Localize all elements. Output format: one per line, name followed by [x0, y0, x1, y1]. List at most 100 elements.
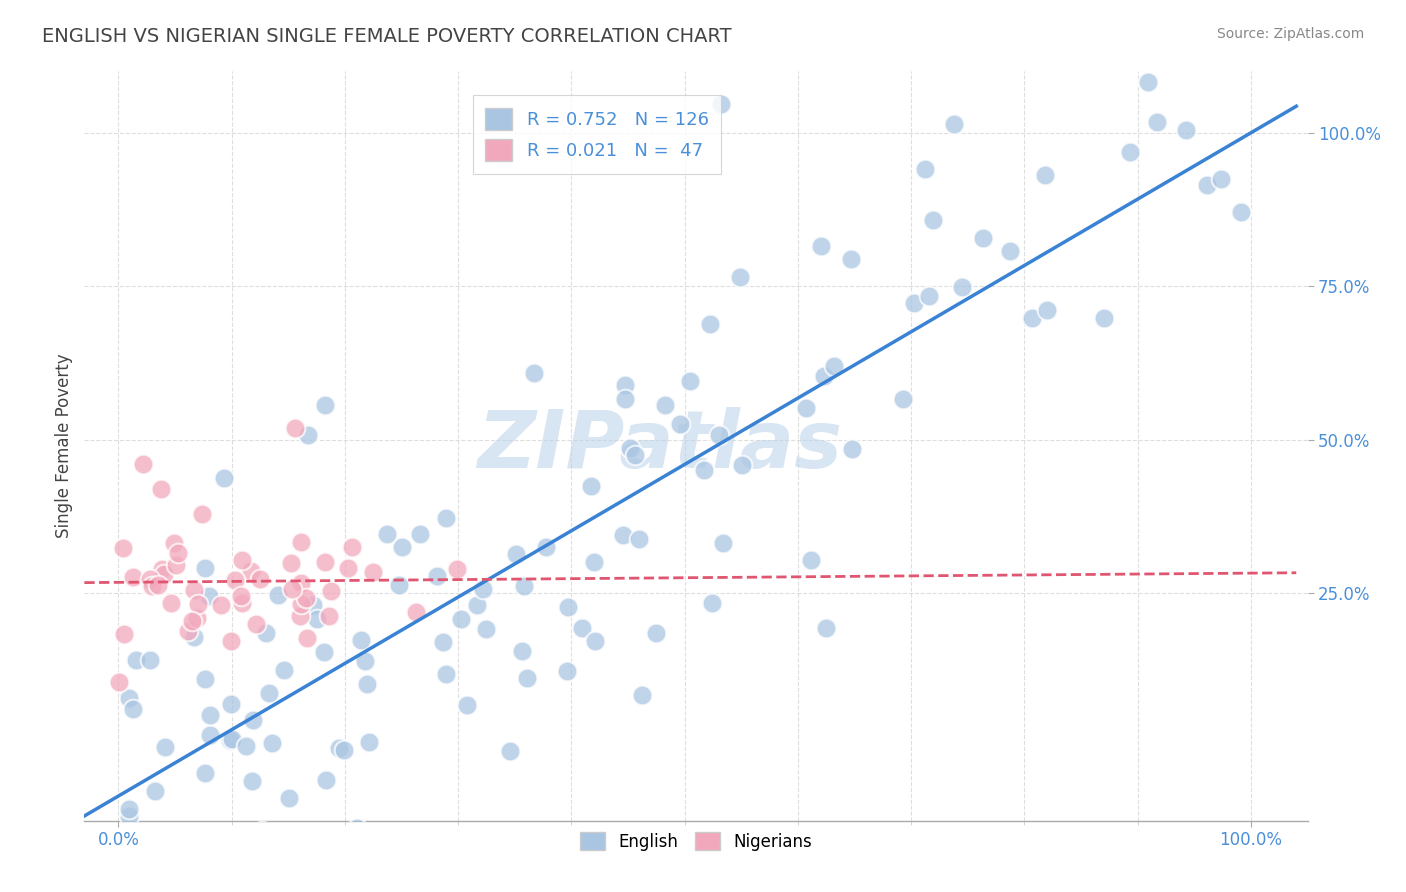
Point	[612, 527, 634, 541]
Point	[512, 644, 534, 658]
Point	[710, 96, 733, 111]
Point	[138, 572, 160, 586]
Point	[388, 578, 411, 592]
Point	[314, 645, 336, 659]
Point	[262, 735, 284, 749]
Point	[426, 569, 449, 583]
Point	[165, 558, 187, 573]
Point	[679, 374, 702, 388]
Point	[918, 289, 941, 303]
Point	[1197, 178, 1219, 193]
Point	[446, 562, 468, 576]
Point	[523, 366, 546, 380]
Point	[356, 677, 378, 691]
Point	[111, 541, 134, 555]
Point	[314, 398, 336, 412]
Point	[219, 633, 242, 648]
Point	[1122, 45, 1144, 59]
Point	[249, 573, 271, 587]
Point	[823, 359, 845, 373]
Point	[505, 548, 527, 562]
Point	[122, 702, 145, 716]
Point	[319, 584, 342, 599]
Point	[146, 578, 169, 592]
Point	[1000, 244, 1022, 258]
Point	[235, 739, 257, 754]
Point	[250, 824, 273, 838]
Point	[160, 849, 183, 863]
Point	[131, 458, 153, 472]
Point	[307, 612, 329, 626]
Point	[353, 654, 375, 668]
Point	[1137, 75, 1160, 89]
Point	[219, 697, 242, 711]
Point	[498, 743, 520, 757]
Point	[281, 582, 304, 596]
Point	[583, 633, 606, 648]
Point	[240, 773, 263, 788]
Point	[245, 617, 267, 632]
Point	[914, 161, 936, 176]
Point	[516, 671, 538, 685]
Point	[256, 625, 278, 640]
Point	[474, 622, 496, 636]
Point	[290, 535, 312, 549]
Point	[534, 540, 557, 554]
Point	[138, 653, 160, 667]
Point	[290, 597, 312, 611]
Point	[645, 626, 668, 640]
Point	[318, 608, 340, 623]
Point	[624, 448, 647, 462]
Point	[707, 428, 730, 442]
Text: ENGLISH VS NIGERIAN SINGLE FEMALE POVERTY CORRELATION CHART: ENGLISH VS NIGERIAN SINGLE FEMALE POVERT…	[42, 27, 731, 45]
Point	[288, 609, 311, 624]
Point	[194, 560, 217, 574]
Point	[903, 295, 925, 310]
Point	[465, 598, 488, 612]
Legend: English, Nigerians: English, Nigerians	[574, 826, 818, 857]
Point	[1094, 311, 1116, 326]
Point	[280, 557, 302, 571]
Point	[631, 688, 654, 702]
Point	[200, 708, 222, 723]
Point	[290, 575, 312, 590]
Point	[699, 317, 721, 331]
Point	[361, 565, 384, 579]
Point	[693, 463, 716, 477]
Point	[943, 117, 966, 131]
Point	[922, 213, 945, 227]
Point	[150, 482, 173, 496]
Point	[346, 821, 368, 835]
Point	[191, 507, 214, 521]
Point	[315, 773, 337, 788]
Point	[669, 417, 692, 431]
Point	[328, 741, 350, 756]
Point	[153, 566, 176, 581]
Point	[209, 598, 232, 612]
Point	[841, 442, 863, 456]
Point	[359, 735, 381, 749]
Point	[408, 527, 430, 541]
Point	[183, 630, 205, 644]
Point	[1175, 122, 1198, 136]
Point	[391, 540, 413, 554]
Point	[166, 546, 188, 560]
Point	[472, 582, 495, 597]
Point	[450, 611, 472, 625]
Point	[582, 556, 605, 570]
Point	[239, 564, 262, 578]
Point	[432, 635, 454, 649]
Point	[231, 596, 253, 610]
Point	[186, 611, 208, 625]
Point	[337, 561, 360, 575]
Point	[107, 675, 129, 690]
Point	[180, 614, 202, 628]
Point	[1033, 169, 1056, 183]
Point	[1230, 205, 1253, 219]
Point	[284, 420, 307, 434]
Point	[212, 471, 235, 485]
Point	[141, 579, 163, 593]
Point	[277, 791, 299, 805]
Point	[340, 540, 363, 554]
Point	[654, 398, 676, 412]
